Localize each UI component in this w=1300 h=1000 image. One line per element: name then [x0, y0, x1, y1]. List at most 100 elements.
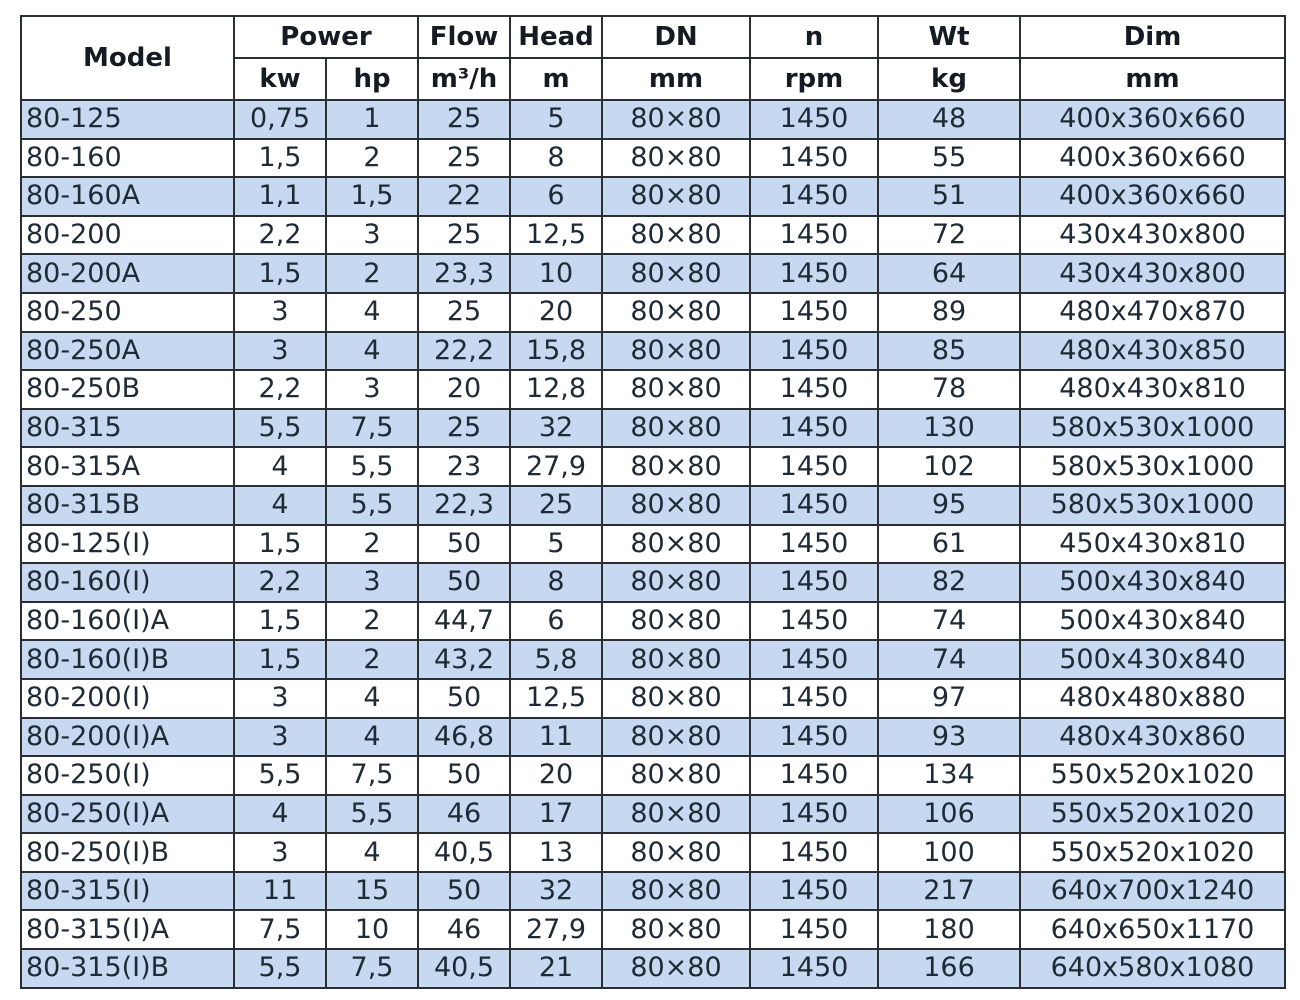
cell-kw: 1,5: [233, 523, 327, 565]
cell-dn: 80×80: [601, 330, 751, 372]
cell-model: 80-160(I)B: [20, 639, 235, 680]
cell-hp: 5,5: [325, 446, 419, 487]
cell-flow: 44,7: [417, 600, 511, 642]
cell-dim: 640x700x1240: [1019, 870, 1286, 912]
cell-head: 12,8: [509, 369, 603, 410]
header-power: Power: [233, 15, 419, 59]
cell-head: 27,9: [509, 446, 603, 487]
cell-rpm: 1450: [749, 755, 879, 796]
cell-kw: 0,75: [233, 99, 327, 140]
cell-weight: 166: [877, 948, 1021, 989]
cell-rpm: 1450: [749, 832, 879, 873]
cell-dim: 550x520x1020: [1019, 793, 1286, 835]
table-row: 80-200(I)A 3 4 46,8 11 80×80 1450 93 480x430x860: [20, 716, 1286, 758]
table-row: 80-250B 2,2 3 20 12,8 80×80 1450 78 480x430x810: [20, 369, 1286, 410]
cell-dn: 80×80: [601, 484, 751, 526]
cell-dim: 450x430x810: [1019, 523, 1286, 565]
cell-rpm: 1450: [749, 870, 879, 912]
cell-weight: 85: [877, 330, 1021, 372]
cell-dim: 430x430x800: [1019, 214, 1286, 256]
cell-model: 80-315(I)A: [20, 909, 235, 951]
cell-dim: 640x650x1170: [1019, 909, 1286, 951]
cell-hp: 3: [325, 214, 419, 256]
cell-kw: 1,5: [233, 137, 327, 179]
pump-spec-table: Model Power Flow Head DN n Wt Dim kw hp …: [20, 15, 1286, 989]
cell-rpm: 1450: [749, 523, 879, 565]
cell-model: 80-200A: [20, 253, 235, 294]
cell-hp: 2: [325, 523, 419, 565]
cell-model: 80-125: [20, 99, 235, 140]
cell-weight: 95: [877, 484, 1021, 526]
cell-kw: 11: [233, 870, 327, 912]
cell-flow: 50: [417, 870, 511, 912]
cell-rpm: 1450: [749, 600, 879, 642]
table-row: 80-315(I)A 7,5 10 46 27,9 80×80 1450 180 640x650…: [20, 909, 1286, 951]
table-row: 80-125(I) 1,5 2 50 5 80×80 1450 61 450x430x810: [20, 523, 1286, 565]
cell-rpm: 1450: [749, 562, 879, 603]
table-row: 80-250(I)A 4 5,5 46 17 80×80 1450 106 550x520x10…: [20, 793, 1286, 835]
cell-rpm: 1450: [749, 253, 879, 294]
cell-hp: 1: [325, 99, 419, 140]
cell-dn: 80×80: [601, 716, 751, 758]
cell-kw: 4: [233, 446, 327, 487]
cell-dim: 500x430x840: [1019, 639, 1286, 680]
header-dim: Dim: [1019, 15, 1286, 59]
cell-hp: 2: [325, 253, 419, 294]
cell-dim: 480x470x870: [1019, 291, 1286, 333]
table-row: 80-315B 4 5,5 22,3 25 80×80 1450 95 580x530x1000: [20, 484, 1286, 526]
cell-head: 21: [509, 948, 603, 989]
cell-dim: 480x480x880: [1019, 677, 1286, 719]
cell-model: 80-250(I)A: [20, 793, 235, 835]
cell-dim: 580x530x1000: [1019, 484, 1286, 526]
table-row: 80-200(I) 3 4 50 12,5 80×80 1450 97 480x480x880: [20, 677, 1286, 719]
cell-hp: 2: [325, 600, 419, 642]
cell-rpm: 1450: [749, 948, 879, 989]
cell-dim: 400x360x660: [1019, 137, 1286, 179]
cell-model: 80-250: [20, 291, 235, 333]
cell-flow: 25: [417, 214, 511, 256]
table-row: 80-200A 1,5 2 23,3 10 80×80 1450 64 430x430x800: [20, 253, 1286, 294]
cell-head: 12,5: [509, 214, 603, 256]
table-row: 80-200 2,2 3 25 12,5 80×80 1450 72 430x430x800: [20, 214, 1286, 256]
cell-hp: 4: [325, 716, 419, 758]
cell-weight: 89: [877, 291, 1021, 333]
table-row: 80-160 1,5 2 25 8 80×80 1450 55 400x360x660: [20, 137, 1286, 179]
cell-flow: 46,8: [417, 716, 511, 758]
cell-dim: 580x530x1000: [1019, 446, 1286, 487]
cell-hp: 3: [325, 369, 419, 410]
cell-rpm: 1450: [749, 176, 879, 217]
table-row: 80-250 3 4 25 20 80×80 1450 89 480x470x870: [20, 291, 1286, 333]
cell-model: 80-160: [20, 137, 235, 179]
cell-model: 80-250A: [20, 330, 235, 372]
cell-head: 13: [509, 832, 603, 873]
cell-dn: 80×80: [601, 407, 751, 449]
cell-rpm: 1450: [749, 446, 879, 487]
cell-hp: 7,5: [325, 407, 419, 449]
cell-flow: 43,2: [417, 639, 511, 680]
cell-kw: 4: [233, 484, 327, 526]
cell-head: 15,8: [509, 330, 603, 372]
cell-dim: 430x430x800: [1019, 253, 1286, 294]
cell-flow: 25: [417, 137, 511, 179]
cell-dim: 400x360x660: [1019, 176, 1286, 217]
cell-dn: 80×80: [601, 677, 751, 719]
table-row: 80-125 0,75 1 25 5 80×80 1450 48 400x360x660: [20, 99, 1286, 140]
cell-flow: 46: [417, 793, 511, 835]
cell-weight: 93: [877, 716, 1021, 758]
cell-flow: 22: [417, 176, 511, 217]
unit-hp: hp: [325, 57, 419, 101]
cell-flow: 50: [417, 523, 511, 565]
cell-weight: 55: [877, 137, 1021, 179]
cell-kw: 1,5: [233, 600, 327, 642]
cell-head: 5: [509, 99, 603, 140]
cell-weight: 217: [877, 870, 1021, 912]
cell-model: 80-315B: [20, 484, 235, 526]
cell-hp: 2: [325, 137, 419, 179]
cell-weight: 100: [877, 832, 1021, 873]
cell-flow: 50: [417, 677, 511, 719]
cell-hp: 4: [325, 677, 419, 719]
cell-rpm: 1450: [749, 677, 879, 719]
table-row: 80-250(I)B 3 4 40,5 13 80×80 1450 100 550x520x10…: [20, 832, 1286, 873]
table-row: 80-315(I) 11 15 50 32 80×80 1450 217 640x700x124…: [20, 870, 1286, 912]
cell-head: 32: [509, 870, 603, 912]
